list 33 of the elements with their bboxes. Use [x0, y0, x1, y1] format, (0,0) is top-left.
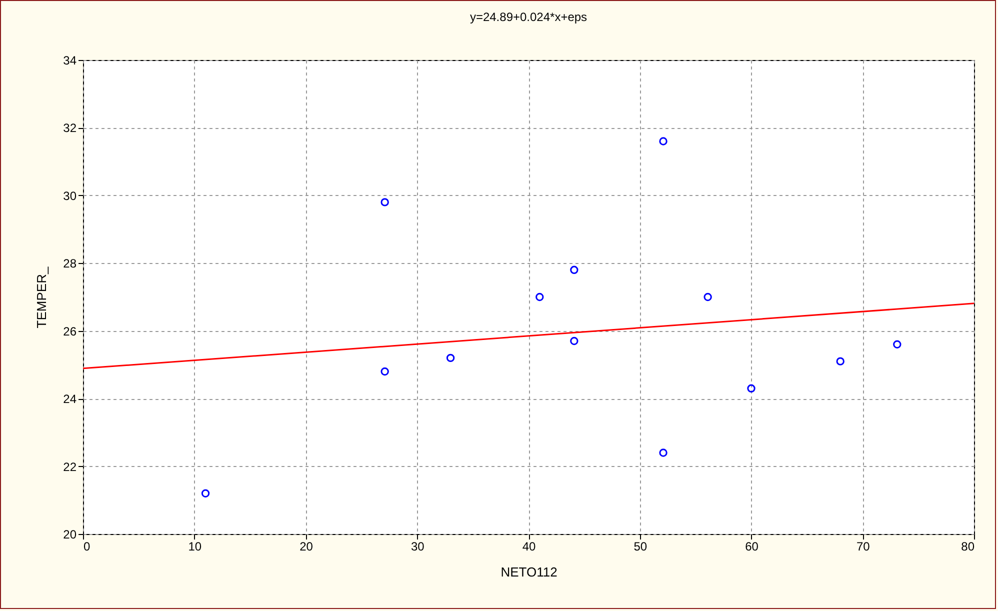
- chart-title: y=24.89+0.024*x+eps: [470, 10, 588, 24]
- point: [570, 336, 578, 346]
- x-tick-label: 20: [300, 540, 314, 554]
- point: [704, 292, 712, 302]
- point: [380, 198, 389, 206]
- x-tick-label: 40: [522, 540, 536, 554]
- y-tick-label: 30: [63, 188, 77, 203]
- x-tick-label: 0: [84, 540, 90, 554]
- point: [659, 448, 668, 457]
- point: [446, 354, 455, 362]
- y-tick-label: 26: [63, 324, 77, 338]
- y-tick-label: 20: [63, 528, 77, 542]
- y-tick-label: 32: [63, 121, 77, 136]
- point: [747, 384, 756, 393]
- x-axis-title: NETO112: [500, 564, 558, 580]
- y-tick-label: 34: [63, 54, 77, 68]
- point: [201, 489, 210, 498]
- point: [536, 292, 544, 302]
- x-tick-label: 50: [634, 540, 648, 554]
- y-axis-title: TEMPER_: [34, 266, 50, 328]
- point: [570, 266, 578, 274]
- x-tick-label: 80: [961, 540, 975, 554]
- point: [380, 367, 389, 376]
- y-tick-label: 22: [63, 460, 77, 474]
- point: [893, 340, 902, 348]
- x-tick-label: 30: [410, 540, 425, 554]
- y-tick-label: 24: [63, 392, 77, 406]
- x-tick-label: 10: [188, 540, 202, 554]
- x-tick-label: 60: [745, 540, 759, 554]
- x-tick-label: 70: [856, 540, 870, 554]
- point: [836, 357, 844, 366]
- point: [659, 137, 668, 146]
- y-tick-label: 28: [63, 256, 77, 271]
